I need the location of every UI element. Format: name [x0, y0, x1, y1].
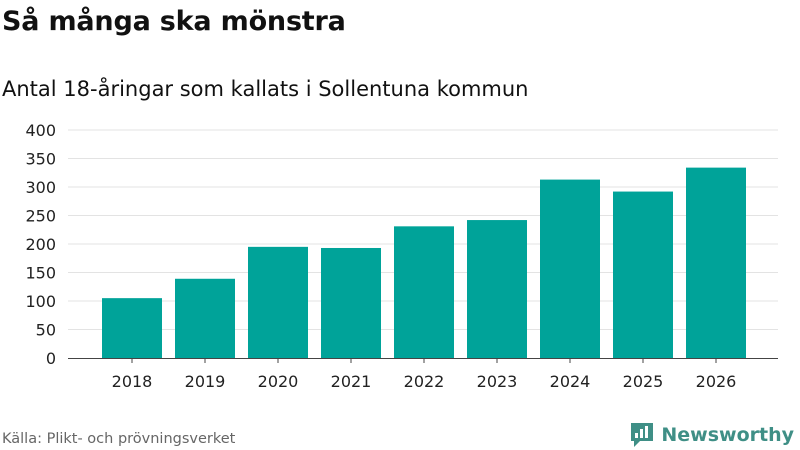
x-tick-label: 2018 [112, 372, 153, 391]
bar-2025 [613, 191, 673, 358]
newsworthy-logo: Newsworthy [629, 420, 794, 450]
y-tick-label: 350 [25, 150, 56, 169]
x-tick-label: 2021 [331, 372, 372, 391]
bar-2019 [175, 278, 235, 358]
x-tick-label: 2019 [185, 372, 226, 391]
y-tick-label: 300 [25, 178, 56, 197]
x-tick-label: 2023 [477, 372, 518, 391]
chart-title: Så många ska mönstra [2, 6, 346, 37]
bars [102, 167, 746, 358]
y-axis-ticks: 0 50 100 150 200 250 300 350 400 [25, 121, 56, 368]
chart-subtitle: Antal 18-åringar som kallats i Sollentun… [2, 77, 529, 101]
y-tick-label: 200 [25, 235, 56, 254]
x-tick-label: 2025 [623, 372, 664, 391]
x-tick-label: 2024 [550, 372, 591, 391]
bar-2024 [540, 179, 600, 358]
bar-2026 [686, 167, 746, 358]
bar-2023 [467, 220, 527, 358]
brand-name: Newsworthy [661, 424, 794, 446]
y-tick-label: 400 [25, 121, 56, 140]
bar-2018 [102, 298, 162, 358]
y-tick-label: 0 [46, 349, 56, 368]
source-note: Källa: Plikt- och prövningsverket [2, 431, 236, 447]
y-tick-label: 100 [25, 292, 56, 311]
x-tick-label: 2022 [404, 372, 445, 391]
newsworthy-logo-icon [631, 423, 654, 447]
bar-chart: 0 50 100 150 200 250 300 350 400 2018 2019 2020 202… [25, 121, 778, 391]
x-tick-label: 2020 [258, 372, 299, 391]
y-tick-label: 50 [36, 321, 56, 340]
x-axis-ticks: 2018 2019 2020 2021 2022 2023 2024 2025 2026 [112, 358, 737, 391]
bar-2022 [394, 226, 454, 358]
bar-2020 [248, 246, 308, 358]
bar-2021 [321, 247, 381, 358]
x-tick-label: 2026 [696, 372, 737, 391]
y-tick-label: 150 [25, 264, 56, 283]
y-tick-label: 250 [25, 207, 56, 226]
